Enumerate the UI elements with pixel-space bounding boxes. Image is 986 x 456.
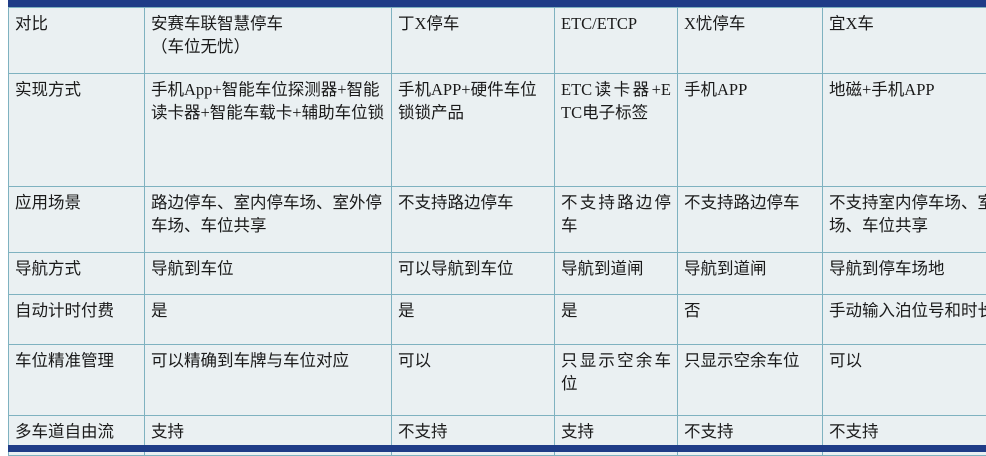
header-ansai-line2: （车位无忧） (151, 35, 385, 58)
row-label-precise-management: 车位精准管理 (9, 345, 145, 416)
cell-navigation-etc: 导航到道闸 (555, 253, 678, 295)
cell-navigation-dingx: 可以导航到车位 (392, 253, 555, 295)
cell-precise-xyou: 只显示空余车位 (678, 345, 823, 416)
row-label-auto-billing: 自动计时付费 (9, 295, 145, 345)
cell-auto-billing-dingx: 是 (392, 295, 555, 345)
header-cell-ansai: 安赛车联智慧停车 （车位无忧） (145, 8, 392, 74)
cell-scenarios-ansai: 路边停车、室内停车场、室外停车场、车位共享 (145, 187, 392, 253)
row-label-implementation: 实现方式 (9, 74, 145, 187)
table-row-implementation: 实现方式 手机App+智能车位探测器+智能读卡器+智能车载卡+辅助车位锁 手机A… (9, 74, 986, 187)
header-cell-dingx: 丁X停车 (392, 8, 555, 74)
table-header-row: 对比 安赛车联智慧停车 （车位无忧） 丁X停车 ETC/ETCP X忧停车 宜X… (9, 8, 986, 74)
left-margin-strip (0, 0, 8, 452)
header-ansai-line1: 安赛车联智慧停车 (151, 12, 385, 35)
top-accent-bar (8, 0, 986, 7)
cell-implementation-ansai: 手机App+智能车位探测器+智能读卡器+智能车载卡+辅助车位锁 (145, 74, 392, 187)
comparison-table: 对比 安赛车联智慧停车 （车位无忧） 丁X停车 ETC/ETCP X忧停车 宜X… (8, 7, 986, 456)
cell-auto-billing-xyou: 否 (678, 295, 823, 345)
table-row-scenarios: 应用场景 路边停车、室内停车场、室外停车场、车位共享 不支持路边停车 不支持路边… (9, 187, 986, 253)
cell-scenarios-dingx: 不支持路边停车 (392, 187, 555, 253)
cell-implementation-dingx: 手机APP+硬件车位锁锁产品 (392, 74, 555, 187)
header-cell-label: 对比 (9, 8, 145, 74)
header-cell-yix: 宜X车 (823, 8, 986, 74)
cell-auto-billing-yix: 手动输入泊位号和时长 (823, 295, 986, 345)
cell-precise-ansai: 可以精确到车牌与车位对应 (145, 345, 392, 416)
row-label-scenarios: 应用场景 (9, 187, 145, 253)
table-row-auto-billing: 自动计时付费 是 是 是 否 手动输入泊位号和时长 (9, 295, 986, 345)
cell-implementation-yix: 地磁+手机APP (823, 74, 986, 187)
cell-precise-etc: 只显示空余车位 (555, 345, 678, 416)
cell-implementation-xyou: 手机APP (678, 74, 823, 187)
bottom-accent-bar (8, 445, 986, 452)
cell-auto-billing-etc: 是 (555, 295, 678, 345)
row-label-navigation: 导航方式 (9, 253, 145, 295)
cell-precise-yix: 可以 (823, 345, 986, 416)
header-cell-xyou: X忧停车 (678, 8, 823, 74)
table-row-navigation: 导航方式 导航到车位 可以导航到车位 导航到道闸 导航到道闸 导航到停车场地 (9, 253, 986, 295)
cell-navigation-yix: 导航到停车场地 (823, 253, 986, 295)
cell-implementation-etc: ETC读卡器+ETC电子标签 (555, 74, 678, 187)
cell-scenarios-yix: 不支持室内停车场、室外停车场、车位共享 (823, 187, 986, 253)
cell-navigation-xyou: 导航到道闸 (678, 253, 823, 295)
cell-precise-dingx: 可以 (392, 345, 555, 416)
cell-auto-billing-ansai: 是 (145, 295, 392, 345)
header-cell-etc: ETC/ETCP (555, 8, 678, 74)
cell-scenarios-etc: 不支持路边停车 (555, 187, 678, 253)
cell-scenarios-xyou: 不支持路边停车 (678, 187, 823, 253)
cell-navigation-ansai: 导航到车位 (145, 253, 392, 295)
table-row-precise-management: 车位精准管理 可以精确到车牌与车位对应 可以 只显示空余车位 只显示空余车位 可… (9, 345, 986, 416)
